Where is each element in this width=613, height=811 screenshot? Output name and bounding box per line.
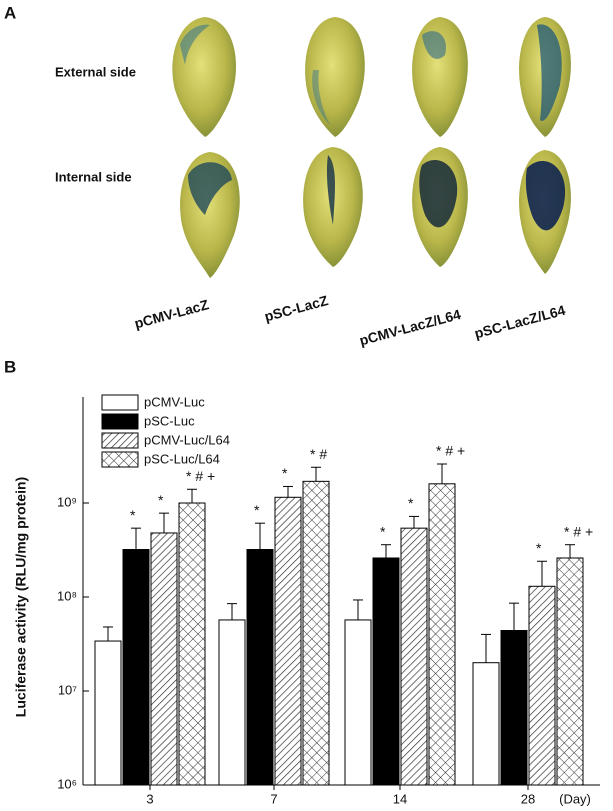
significance-label: * # + — [564, 523, 593, 539]
legend-label: pCMV-Luc — [144, 394, 205, 409]
y-tick-label: 10⁶ — [57, 776, 77, 791]
significance-label: * — [536, 540, 542, 556]
x-tick-label: 7 — [270, 791, 277, 806]
significance-label: * — [158, 492, 164, 508]
significance-label: * — [282, 465, 288, 481]
bar — [178, 502, 206, 786]
y-tick-label: 10⁹ — [57, 494, 77, 509]
legend-swatch — [101, 432, 139, 449]
bar — [400, 527, 428, 786]
x-tick-label: 14 — [393, 791, 407, 806]
significance-label: * — [408, 495, 414, 511]
row-label: External side — [55, 64, 136, 79]
plot: 10⁶ 10⁷ 10⁸ 10⁹ 3 * * * # + 7 * * * # 14 * * * # + 28 * * … — [57, 394, 600, 806]
significance-label: * # + — [186, 468, 215, 484]
x-tick-label: 3 — [146, 791, 153, 806]
column-label: pSC-LacZ/L64 — [473, 302, 568, 342]
seed-photos — [172, 17, 571, 278]
legend-label: pCMV-Luc/L64 — [144, 432, 230, 447]
bar — [556, 557, 584, 786]
bar — [344, 619, 372, 786]
significance-label: * — [380, 523, 386, 539]
y-axis-label: Luciferase activity (RLU/mg protein) — [13, 477, 29, 717]
bar — [528, 585, 556, 786]
bar — [372, 557, 400, 786]
bar — [94, 640, 122, 786]
legend-swatch — [101, 394, 139, 411]
bar — [274, 496, 302, 786]
legend-label: pSC-Luc/L64 — [144, 451, 220, 466]
bar — [500, 630, 528, 786]
y-tick-label: 10⁷ — [58, 682, 77, 697]
row-label: Internal side — [55, 169, 132, 184]
bar — [302, 480, 330, 786]
bar — [472, 662, 500, 786]
x-axis-label: (Day) — [559, 791, 591, 806]
legend-label: pSC-Luc — [144, 413, 195, 428]
panel-label: B — [4, 357, 16, 376]
bar — [428, 483, 456, 786]
bar — [150, 532, 178, 786]
column-label: pCMV-LacZ — [133, 296, 211, 331]
significance-label: * # — [310, 446, 327, 462]
panel-label: A — [4, 3, 16, 22]
legend-swatch — [101, 451, 139, 468]
bar — [246, 549, 274, 786]
y-tick-label: 10⁸ — [57, 588, 77, 603]
significance-label: * — [254, 502, 260, 518]
column-label: pSC-LacZ — [263, 292, 331, 324]
column-label: pCMV-LacZ/L64 — [358, 306, 463, 348]
significance-label: * — [130, 507, 136, 523]
legend-swatch — [101, 413, 139, 430]
significance-label: * # + — [436, 443, 465, 459]
bar — [218, 619, 246, 786]
bar — [122, 549, 150, 786]
x-tick-label: 28 — [521, 791, 535, 806]
